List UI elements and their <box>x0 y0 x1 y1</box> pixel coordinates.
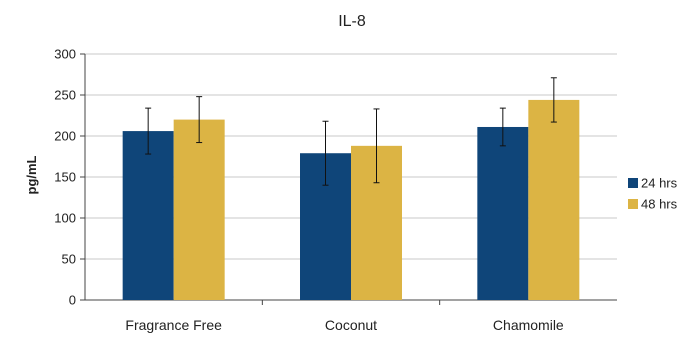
bar <box>528 100 579 300</box>
y-tick-label: 200 <box>54 129 76 144</box>
legend-swatch <box>628 178 638 188</box>
category-label: Coconut <box>325 317 377 333</box>
x-axis-categories: Fragrance Free Coconut Chamomile <box>125 300 564 333</box>
y-tick-label: 50 <box>62 252 76 267</box>
y-tick-label: 250 <box>54 88 76 103</box>
category-label: Fragrance Free <box>125 317 222 333</box>
y-tick-label: 100 <box>54 211 76 226</box>
chart-title: IL-8 <box>338 13 366 30</box>
y-axis-ticks: 0 50 100 150 200 250 300 <box>54 47 85 308</box>
y-tick-label: 150 <box>54 170 76 185</box>
legend-label: 24 hrs <box>641 176 678 191</box>
bars <box>123 100 580 300</box>
bar <box>174 120 225 300</box>
category-label: Chamomile <box>493 317 564 333</box>
bar <box>123 131 174 300</box>
legend: 24 hrs 48 hrs <box>628 176 678 212</box>
legend-swatch <box>628 199 638 209</box>
y-tick-label: 300 <box>54 47 76 62</box>
y-tick-label: 0 <box>69 293 76 308</box>
y-axis-label: pg/mL <box>24 155 39 194</box>
bar <box>477 127 528 300</box>
legend-label: 48 hrs <box>641 197 678 212</box>
